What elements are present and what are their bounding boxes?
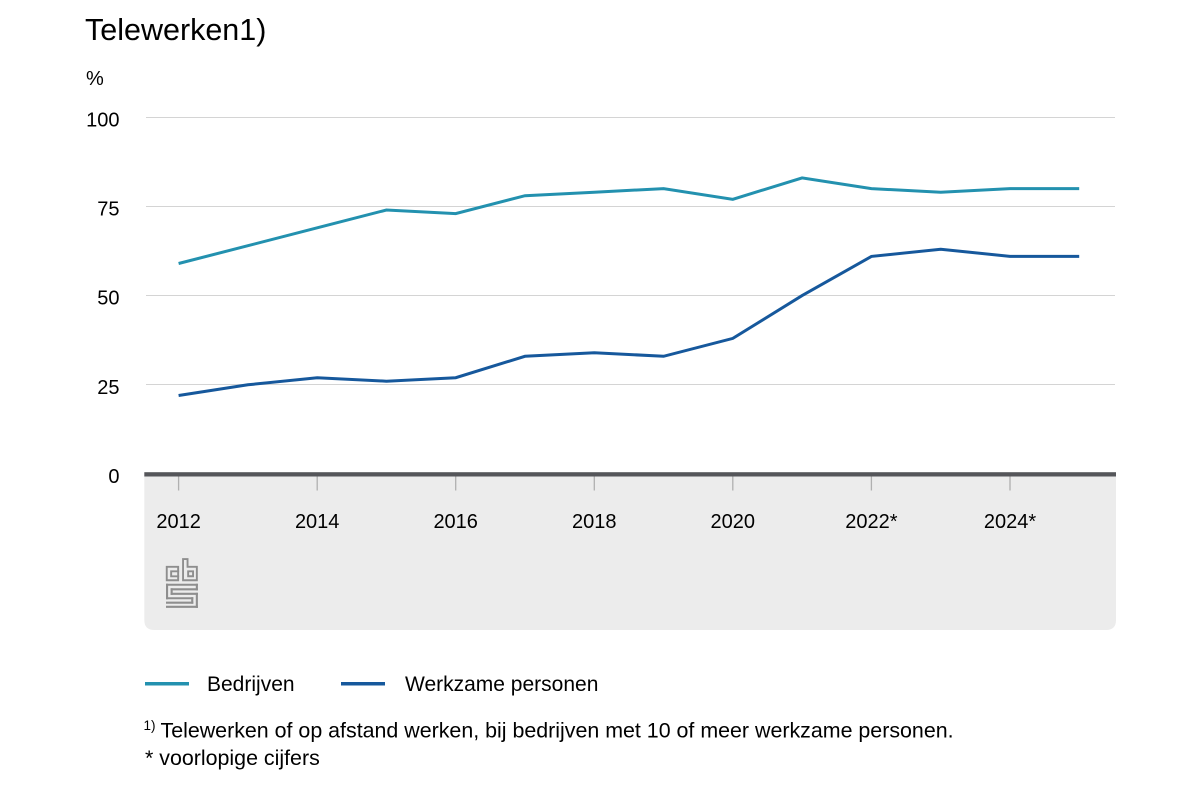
svg-text:2022*: 2022* — [845, 511, 897, 533]
svg-text:Telewerken1): Telewerken1) — [85, 13, 266, 47]
svg-text:50: 50 — [97, 288, 119, 310]
svg-text:100: 100 — [86, 109, 119, 131]
svg-text:2020: 2020 — [711, 511, 756, 533]
svg-text:0: 0 — [108, 466, 119, 488]
svg-text:* voorlopige cijfers: * voorlopige cijfers — [145, 746, 320, 770]
svg-text:Telewerken of op afstand werke: Telewerken of op afstand werken, bij bed… — [161, 719, 954, 743]
svg-text:75: 75 — [97, 199, 119, 221]
svg-text:Werkzame personen: Werkzame personen — [405, 673, 598, 696]
svg-text:2016: 2016 — [433, 511, 478, 533]
svg-text:2012: 2012 — [156, 511, 201, 533]
svg-text:25: 25 — [97, 377, 119, 399]
svg-text:2014: 2014 — [295, 511, 340, 533]
svg-text:2018: 2018 — [572, 511, 617, 533]
svg-text:%: % — [86, 68, 104, 90]
svg-text:1): 1) — [144, 718, 156, 733]
svg-text:2024*: 2024* — [984, 511, 1036, 533]
svg-text:Bedrijven: Bedrijven — [207, 673, 295, 696]
